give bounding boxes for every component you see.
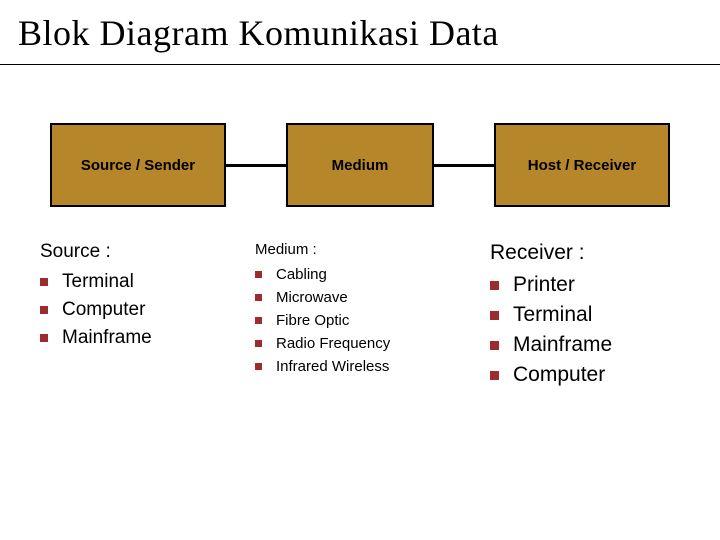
bullet-icon	[40, 334, 48, 342]
block-label: Source / Sender	[81, 157, 195, 174]
list-item: Radio Frequency	[255, 335, 455, 352]
list-item-label: Mainframe	[62, 327, 152, 349]
bullet-icon	[490, 311, 499, 320]
page-title: Blok Diagram Komunikasi Data	[0, 0, 720, 65]
list-item: Computer	[490, 363, 680, 387]
list-item-label: Microwave	[276, 289, 348, 306]
list-item: Fibre Optic	[255, 312, 455, 329]
bullet-icon	[255, 317, 262, 324]
list-heading: Source :	[40, 241, 220, 263]
list-heading: Medium :	[255, 241, 455, 258]
list-item: Cabling	[255, 266, 455, 283]
bullet-icon	[255, 271, 262, 278]
list-items: Terminal Computer Mainframe	[40, 271, 220, 355]
bullet-icon	[255, 363, 262, 370]
bullet-icon	[490, 281, 499, 290]
list-item-label: Cabling	[276, 266, 327, 283]
block-receiver: Host / Receiver	[494, 123, 670, 207]
diagram-row: Source / Sender Medium Host / Receiver	[0, 123, 720, 207]
list-item: Terminal	[490, 303, 680, 327]
list-item-label: Mainframe	[513, 333, 612, 357]
list-item-label: Computer	[513, 363, 605, 387]
bullet-icon	[255, 294, 262, 301]
list-items: Cabling Microwave Fibre Optic Radio Freq…	[255, 266, 455, 381]
list-item: Computer	[40, 299, 220, 321]
list-item-label: Printer	[513, 273, 575, 297]
list-item: Microwave	[255, 289, 455, 306]
receiver-list: Receiver : Printer Terminal Mainframe Co…	[490, 241, 680, 393]
list-item: Mainframe	[40, 327, 220, 349]
list-item-label: Infrared Wireless	[276, 358, 389, 375]
bullet-icon	[40, 278, 48, 286]
list-item: Infrared Wireless	[255, 358, 455, 375]
list-item-label: Terminal	[62, 271, 134, 293]
list-item-label: Fibre Optic	[276, 312, 349, 329]
list-items: Printer Terminal Mainframe Computer	[490, 273, 680, 393]
block-medium: Medium	[286, 123, 434, 207]
lists-row: Source : Terminal Computer Mainframe Med…	[0, 241, 720, 393]
bullet-icon	[490, 341, 499, 350]
list-item: Printer	[490, 273, 680, 297]
bullet-icon	[40, 306, 48, 314]
bullet-icon	[255, 340, 262, 347]
block-label: Medium	[332, 157, 389, 174]
list-item: Terminal	[40, 271, 220, 293]
list-item-label: Terminal	[513, 303, 592, 327]
bullet-icon	[490, 371, 499, 380]
block-label: Host / Receiver	[528, 157, 636, 174]
list-item: Mainframe	[490, 333, 680, 357]
source-list: Source : Terminal Computer Mainframe	[40, 241, 220, 393]
list-item-label: Radio Frequency	[276, 335, 390, 352]
list-item-label: Computer	[62, 299, 145, 321]
medium-list: Medium : Cabling Microwave Fibre Optic R…	[255, 241, 455, 393]
connector-1	[226, 164, 286, 167]
block-source: Source / Sender	[50, 123, 226, 207]
connector-2	[434, 164, 494, 167]
list-heading: Receiver :	[490, 241, 680, 265]
